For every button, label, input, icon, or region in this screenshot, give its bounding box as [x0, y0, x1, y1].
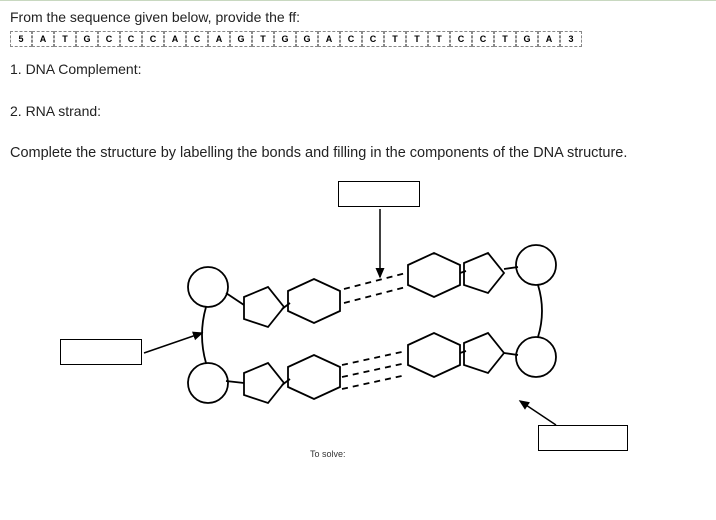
footer-text: To solve: — [310, 449, 346, 459]
sequence-cell: A — [164, 31, 186, 47]
sequence-cell: C — [340, 31, 362, 47]
sequence-cell: G — [76, 31, 98, 47]
instruction-text: Complete the structure by labelling the … — [10, 145, 706, 161]
sequence-cell: T — [406, 31, 428, 47]
sequence-cell: A — [208, 31, 230, 47]
sequence-cell: T — [54, 31, 76, 47]
sequence-cell: C — [450, 31, 472, 47]
sequence-cell: 5 — [10, 31, 32, 47]
sequence-cell: A — [32, 31, 54, 47]
question-1: 1. DNA Complement: — [10, 61, 706, 77]
sequence-cell: C — [98, 31, 120, 47]
sequence-cell: T — [384, 31, 406, 47]
sequence-cell: T — [252, 31, 274, 47]
sequence-cell: G — [516, 31, 538, 47]
sequence-cell: T — [494, 31, 516, 47]
sequence-cell: G — [296, 31, 318, 47]
sequence-cell: T — [428, 31, 450, 47]
sequence-cell: A — [538, 31, 560, 47]
sequence-row: 5ATGCCCACAGTGGACCTTTCCTGA3 — [10, 31, 706, 47]
sequence-cell: C — [186, 31, 208, 47]
sequence-cell: G — [230, 31, 252, 47]
dna-diagram: To solve: — [10, 169, 706, 459]
sequence-cell: C — [362, 31, 384, 47]
sequence-cell: A — [318, 31, 340, 47]
dna-svg — [10, 169, 706, 459]
sequence-cell: C — [142, 31, 164, 47]
sequence-cell: G — [274, 31, 296, 47]
sequence-cell: 3 — [560, 31, 582, 47]
intro-text: From the sequence given below, provide t… — [10, 9, 706, 25]
sequence-cell: C — [120, 31, 142, 47]
sequence-cell: C — [472, 31, 494, 47]
question-2: 2. RNA strand: — [10, 103, 706, 119]
